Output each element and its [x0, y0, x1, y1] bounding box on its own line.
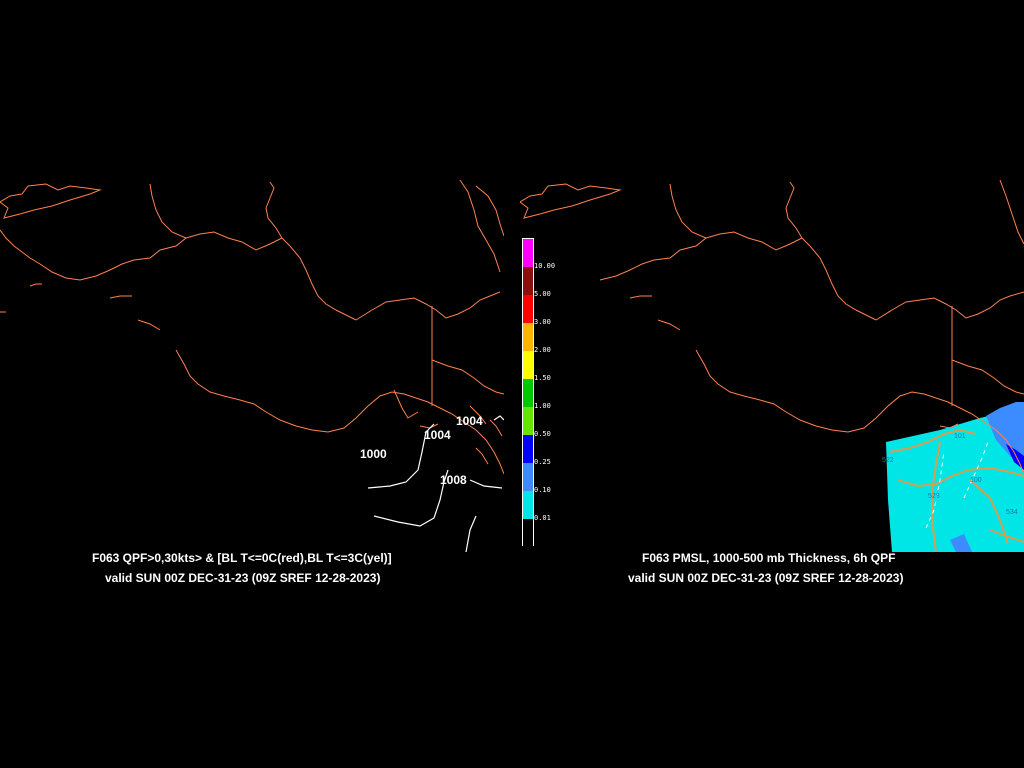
isobar-label: 1000: [360, 447, 387, 461]
isobar-label: 1004: [424, 428, 451, 442]
isobar-label: 1004: [456, 414, 483, 428]
color-legend-label: 10.00: [534, 262, 556, 270]
color-legend-label: 0.25: [534, 458, 551, 466]
right-panel-valid-time: valid SUN 00Z DEC-31-23 (09Z SREF 12-28-…: [628, 571, 904, 585]
thickness-label: 100: [970, 477, 982, 484]
color-legend-swatch: [523, 463, 533, 491]
isobar-label: 1008: [440, 473, 467, 487]
color-legend-swatch: [523, 379, 533, 407]
color-legend-swatch: [523, 239, 533, 267]
color-legend-label: 0.10: [534, 486, 551, 494]
left-panel-valid-time: valid SUN 00Z DEC-31-23 (09Z SREF 12-28-…: [105, 571, 381, 585]
qpf-color-legend: [522, 238, 534, 547]
thickness-label: 522: [882, 457, 894, 464]
thickness-label: 528: [928, 493, 940, 500]
right-map-svg: 522 528 534 100 101: [520, 180, 1024, 553]
color-legend-label: 1.50: [534, 374, 551, 382]
color-legend-label: 0.01: [534, 514, 551, 522]
thickness-label: 534: [1006, 509, 1018, 516]
color-legend-swatch: [523, 295, 533, 323]
right-panel-title: F063 PMSL, 1000-500 mb Thickness, 6h QPF: [642, 551, 896, 565]
color-legend-label: 0.50: [534, 430, 551, 438]
right-isobars: [925, 441, 989, 529]
color-legend-swatch: [523, 519, 533, 547]
left-isobar-labels: 1000 1004 1004 1008: [360, 414, 483, 487]
color-legend-swatch: [523, 435, 533, 463]
color-legend-swatch: [523, 407, 533, 435]
thickness-label: 101: [954, 433, 966, 440]
color-legend-label: 5.00: [534, 290, 551, 298]
right-coastlines: [520, 180, 1024, 475]
color-legend-label: 2.00: [534, 346, 551, 354]
left-isobars: [367, 415, 504, 553]
left-map-panel: 1000 1004 1004 1008: [0, 180, 504, 556]
left-panel-title: F063 QPF>0,30kts> & [BL T<=0C(red),BL T<…: [92, 551, 392, 565]
color-legend-swatch: [523, 323, 533, 351]
right-map-panel: 522 528 534 100 101: [520, 180, 1024, 556]
color-legend-label: 1.00: [534, 402, 551, 410]
left-map-svg: 1000 1004 1004 1008: [0, 180, 504, 553]
color-legend-swatch: [523, 267, 533, 295]
color-legend-swatch: [523, 491, 533, 519]
thickness-labels: 522 528 534 100 101: [882, 433, 1018, 516]
color-legend-swatch: [523, 351, 533, 379]
thickness-lines: [889, 428, 1024, 553]
color-legend-label: 3.00: [534, 318, 551, 326]
